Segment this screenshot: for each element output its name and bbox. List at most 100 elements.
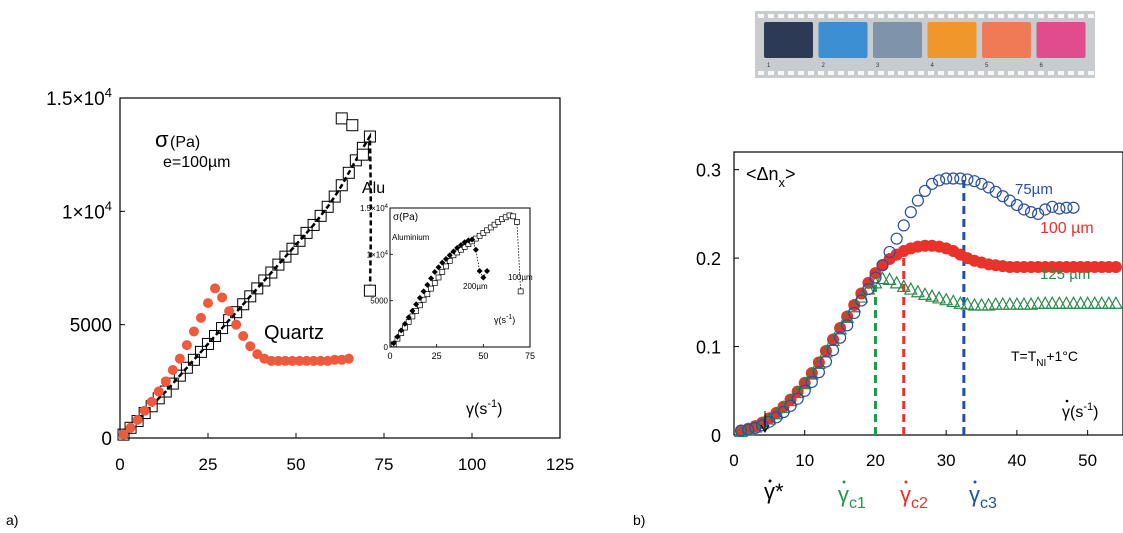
panel-b-x-tick-labels: 0 10 20 30 40 50 — [729, 451, 1097, 470]
quartz-point — [217, 292, 228, 303]
inset-200um-point — [446, 252, 453, 259]
inset-x-tick-label: 75 — [525, 351, 535, 361]
label-125um: 125 µm — [1040, 266, 1090, 283]
inset-x-tick-label: 25 — [432, 351, 442, 361]
perforation-hole — [1078, 14, 1084, 18]
x-tick-label: 25 — [199, 455, 218, 474]
alu-label: Alu — [362, 180, 385, 197]
inset-y-tick-label: 0 — [384, 343, 389, 352]
inset-y-tick-label: 1.5×104 — [360, 204, 389, 213]
perforation-hole — [1038, 71, 1044, 75]
point-125um — [896, 279, 911, 293]
point-75um — [1039, 203, 1052, 216]
quartz-point — [210, 283, 221, 294]
perforation-hole — [1028, 14, 1034, 18]
point-125um — [818, 344, 833, 358]
inset-chart: 0 25 50 75 0 5000 1×104 1.5×104 σ(Pa) Aluminiu… — [360, 204, 535, 361]
panel-b-y-axis-label: <Δnx> — [746, 164, 796, 190]
inset-200um-point — [409, 307, 416, 314]
perforation-hole — [978, 14, 984, 18]
point-75um — [855, 294, 868, 307]
sigma-unit: (Pa) — [170, 134, 200, 151]
perforation-hole — [888, 71, 894, 75]
gamma-c2-label: γc2 — [900, 480, 928, 512]
point-125um — [988, 296, 1003, 310]
point-75um — [918, 184, 932, 198]
point-75um — [1003, 194, 1016, 207]
label-75um: 75µm — [1015, 181, 1053, 198]
perforation-hole — [1048, 71, 1054, 75]
point-125um — [995, 296, 1010, 310]
inset-200um-point — [457, 242, 464, 249]
alu-point — [194, 345, 207, 358]
gamma-star-marker: γ* — [760, 411, 784, 504]
thickness-label: e=100µm — [163, 154, 230, 171]
inset-200-dotted-line — [471, 239, 488, 279]
film-frame-number: 2 — [822, 63, 826, 69]
point-125um — [1038, 295, 1053, 309]
point-125um — [974, 297, 989, 311]
alu-point — [342, 166, 355, 179]
point-75um — [961, 173, 974, 186]
point-125um — [1031, 295, 1046, 309]
point-75um — [933, 174, 946, 187]
inset-200um-point — [401, 320, 408, 327]
quartz-point — [294, 355, 305, 366]
inset-200um-point — [428, 275, 435, 282]
perforation-hole — [1018, 71, 1024, 75]
perforation-hole — [1018, 14, 1024, 18]
x-tick-label: 0 — [729, 451, 738, 470]
film-frame — [927, 22, 977, 58]
alu-point — [258, 274, 271, 287]
film-frame-number: 6 — [1040, 63, 1044, 69]
inset-y-tick-labels: 0 5000 1×104 1.5×104 — [360, 204, 389, 352]
point-75um — [833, 331, 847, 344]
x-tick-label: 0 — [115, 455, 124, 474]
point-125um — [1045, 295, 1060, 309]
point-75um — [1060, 201, 1073, 214]
y-tick-label: 5000 — [70, 316, 112, 337]
point-125um — [882, 272, 897, 285]
point-75um — [996, 190, 1009, 203]
perforation-hole — [918, 14, 924, 18]
point-100um — [1109, 260, 1122, 273]
point-125um — [783, 393, 798, 407]
perforation-hole — [1048, 14, 1054, 18]
point-125um — [1080, 295, 1095, 309]
x-tick-label: 125 — [546, 455, 574, 474]
perforation-hole — [878, 14, 884, 18]
point-75um — [897, 219, 910, 232]
inset-y-tick-label: 1×104 — [367, 250, 389, 259]
film-frame — [1036, 22, 1086, 58]
point-125um — [1108, 295, 1123, 309]
point-75um — [862, 282, 875, 296]
point-125um — [1101, 295, 1116, 309]
alu-point — [251, 282, 264, 295]
critical-rate-lines — [873, 178, 966, 435]
film-frame — [982, 22, 1031, 58]
perforation-hole — [768, 14, 774, 18]
inset-100um-point — [431, 280, 438, 286]
point-75um — [734, 424, 748, 437]
panel-a-label: a) — [6, 512, 18, 528]
y-tick-label: 0.1 — [696, 338, 721, 358]
perforation-hole — [808, 14, 814, 18]
perforation-hole — [848, 71, 854, 75]
inset-sigma: σ(Pa) — [393, 212, 418, 223]
alu-point — [363, 130, 376, 143]
inset-200um-point — [443, 255, 449, 262]
point-75um — [805, 375, 818, 389]
film-frame — [764, 22, 813, 58]
x-tick-label: 20 — [866, 451, 885, 470]
panel-a-y-tick-labels: 0 5000 1×104 1.5×104 — [46, 85, 112, 450]
alu-point — [244, 290, 257, 303]
quartz-point — [315, 355, 326, 366]
point-75um — [904, 206, 917, 219]
perforation-hole — [768, 71, 774, 75]
point-125um — [1052, 295, 1067, 309]
gamma-c1-label: γc1 — [838, 480, 866, 512]
point-100um — [827, 333, 840, 346]
inset-200um-point — [390, 340, 397, 347]
perforation-hole — [948, 71, 954, 75]
point-125um — [960, 296, 975, 310]
